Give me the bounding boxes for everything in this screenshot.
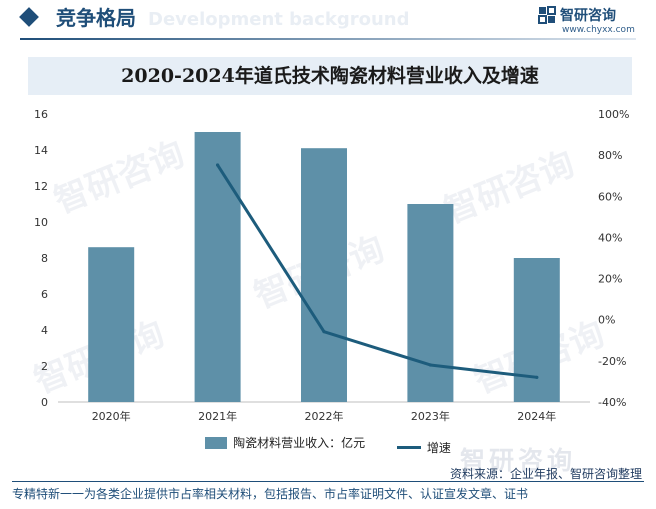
y-left-tick-label: 4 — [41, 324, 48, 337]
chart-title: 2020-2024年道氏技术陶瓷材料营业收入及增速 — [121, 65, 539, 87]
y-left-tick-label: 10 — [34, 216, 48, 229]
footer-tagline: 专精特新一一为各类企业提供市占率相关材料，包括报告、市占率证明文件、认证宣发文章… — [12, 487, 529, 501]
y-left-tick-label: 12 — [34, 180, 48, 193]
legend-item-revenue[interactable]: 陶瓷材料营业收入：亿元 — [205, 434, 365, 451]
header-divider — [20, 38, 636, 40]
header: Development background 竞争格局 智研咨询 www.chy… — [0, 0, 656, 40]
y-left-tick-label: 8 — [41, 252, 48, 265]
y-right-tick-label: -40% — [598, 396, 626, 409]
y-left-tick-label: 14 — [34, 144, 48, 157]
chart-canvas: 0 2 4 6 8 10 12 14 16 -40% -20% 0% 20% 40% 60% 80% 100% 2… — [34, 108, 629, 423]
legend-label-growth: 增速 — [426, 440, 451, 455]
growth-line — [216, 163, 539, 379]
x-tick-label: 2020年 — [92, 409, 131, 423]
y-left-tick-label: 6 — [41, 288, 48, 301]
brand-logo-icon — [538, 6, 556, 24]
x-tick-label: 2021年 — [198, 409, 237, 423]
footer-divider — [12, 481, 644, 482]
x-tick-label: 2024年 — [517, 409, 556, 423]
bar-4 — [407, 204, 454, 402]
brand-logo[interactable]: 智研咨询 www.chyxx.com — [538, 4, 642, 36]
y-right-tick-label: 60% — [598, 190, 622, 203]
y-right-tick-label: 20% — [598, 273, 622, 286]
bar-2 — [194, 132, 241, 402]
chart-legend: 陶瓷材料营业收入：亿元 增速 — [0, 434, 656, 455]
y-left-tick-label: 0 — [41, 396, 48, 409]
footer-watermark-logo: 智研咨询 — [460, 446, 577, 475]
legend-swatch-line — [396, 445, 421, 449]
bar-3 — [301, 148, 347, 402]
diamond-icon — [19, 7, 39, 27]
y-right-tick-label: 80% — [598, 149, 622, 162]
growth-point-4 — [535, 375, 539, 379]
y-right-tick-label: 100% — [598, 108, 629, 121]
y-right-tick-label: 0% — [598, 314, 615, 327]
y-right-tick-label: 40% — [598, 231, 622, 244]
legend-item-growth[interactable]: 增速 — [396, 439, 451, 456]
y-left-tick-label: 16 — [34, 108, 48, 121]
brand-url[interactable]: www.chyxx.com — [562, 25, 635, 35]
section-title: 竞争格局 — [56, 6, 136, 30]
growth-point-1 — [216, 163, 220, 167]
brand-name: 智研咨询 — [560, 8, 616, 24]
chart-title-band: 2020-2024年道氏技术陶瓷材料营业收入及增速 — [28, 57, 632, 95]
y-right-tick-label: -20% — [598, 355, 626, 368]
header-ghost-text: Development background — [148, 9, 410, 30]
growth-point-2 — [322, 330, 326, 334]
x-tick-label: 2023年 — [411, 409, 450, 423]
y-left-tick-label: 2 — [41, 360, 48, 373]
legend-label-revenue: 陶瓷材料营业收入：亿元 — [233, 436, 366, 450]
growth-point-3 — [428, 363, 432, 367]
source-note: 资料来源：企业年报、智研咨询整理 — [449, 467, 642, 481]
bar-5 — [513, 258, 560, 402]
x-tick-label: 2022年 — [305, 409, 344, 423]
legend-swatch-bar — [205, 436, 228, 449]
bar-1 — [88, 247, 135, 402]
